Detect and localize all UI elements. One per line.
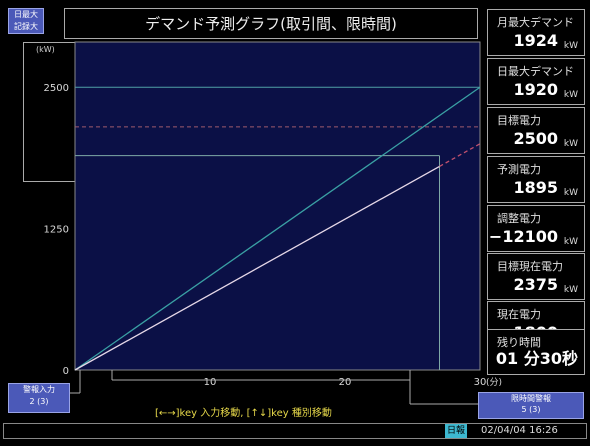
plot-background	[74, 41, 481, 371]
status-datetime: 02/04/04 16:26	[481, 425, 558, 436]
time-limit-alarm-button[interactable]: 限時間警報 5 (3)	[478, 392, 584, 419]
alarm-input-button[interactable]: 警報入力 2 (3)	[8, 383, 70, 413]
readout-label: 残り時間	[497, 336, 541, 349]
readout-panel: 残り時間 01 分30秒	[487, 329, 585, 375]
series-line	[439, 143, 481, 167]
readout-unit: kW	[563, 285, 578, 295]
readout-value: 1920	[513, 80, 558, 99]
series-line	[74, 165, 440, 371]
x-tick-label: 20	[339, 377, 352, 388]
readout-value: −12100	[488, 227, 558, 246]
readout-panel: 調整電力 −12100 kW	[487, 205, 585, 252]
readout-value: 01 分30秒	[495, 349, 578, 368]
y-tick-label: 0	[63, 366, 69, 377]
readout-unit: kW	[563, 237, 578, 247]
readout-unit: kW	[563, 41, 578, 51]
readout-value: 2375	[513, 275, 558, 294]
alarm-input-line2: 2 (3)	[29, 397, 49, 406]
y-axis-unit-label: (kW)	[36, 45, 55, 54]
page-title: デマンド予測グラフ(取引間、限時間)	[64, 8, 478, 39]
readout-label: 目標電力	[497, 114, 541, 127]
readout-label: 月最大デマンド	[497, 16, 574, 29]
readout-value: 1895	[513, 178, 558, 197]
daily-max-button-line2: 記録大	[14, 22, 38, 31]
key-hint: [←→]key 入力移動, [↑↓]key 種別移動	[155, 408, 332, 419]
readout-label: 日最大デマンド	[497, 65, 574, 78]
readout-label: 目標現在電力	[497, 260, 563, 273]
status-bar	[3, 423, 587, 439]
readout-label: 調整電力	[497, 212, 541, 225]
readout-unit: kW	[563, 90, 578, 100]
readout-panel: 目標電力 2500 kW	[487, 107, 585, 154]
readout-panel: 日最大デマンド 1920 kW	[487, 58, 585, 105]
status-badge: 日報	[445, 424, 467, 438]
readout-unit: kW	[563, 188, 578, 198]
time-limit-alarm-line1: 限時間警報	[511, 394, 551, 403]
page-title-text: デマンド予測グラフ(取引間、限時間)	[145, 15, 397, 33]
daily-max-button[interactable]: 日最大 記録大	[8, 8, 44, 34]
y-tick-label: 1250	[44, 225, 69, 236]
x-tick-label: 30	[474, 377, 487, 388]
alarm-input-line1: 警報入力	[23, 385, 55, 394]
y-axis-frame	[23, 42, 75, 182]
daily-max-button-line1: 日最大	[14, 10, 38, 19]
readout-panel: 目標現在電力 2375 kW	[487, 253, 585, 300]
time-limit-alarm-line2: 5 (3)	[521, 405, 541, 414]
readout-value: 1924	[513, 31, 558, 50]
readout-label: 現在電力	[497, 308, 541, 321]
x-tick-label: 10	[204, 377, 217, 388]
readout-panel: 月最大デマンド 1924 kW	[487, 9, 585, 56]
readout-label: 予測電力	[497, 163, 541, 176]
readout-panel: 予測電力 1895 kW	[487, 156, 585, 203]
x-axis-unit-label: (分)	[486, 377, 502, 388]
readout-unit: kW	[563, 139, 578, 149]
series-line	[74, 86, 481, 371]
readout-value: 2500	[513, 129, 558, 148]
